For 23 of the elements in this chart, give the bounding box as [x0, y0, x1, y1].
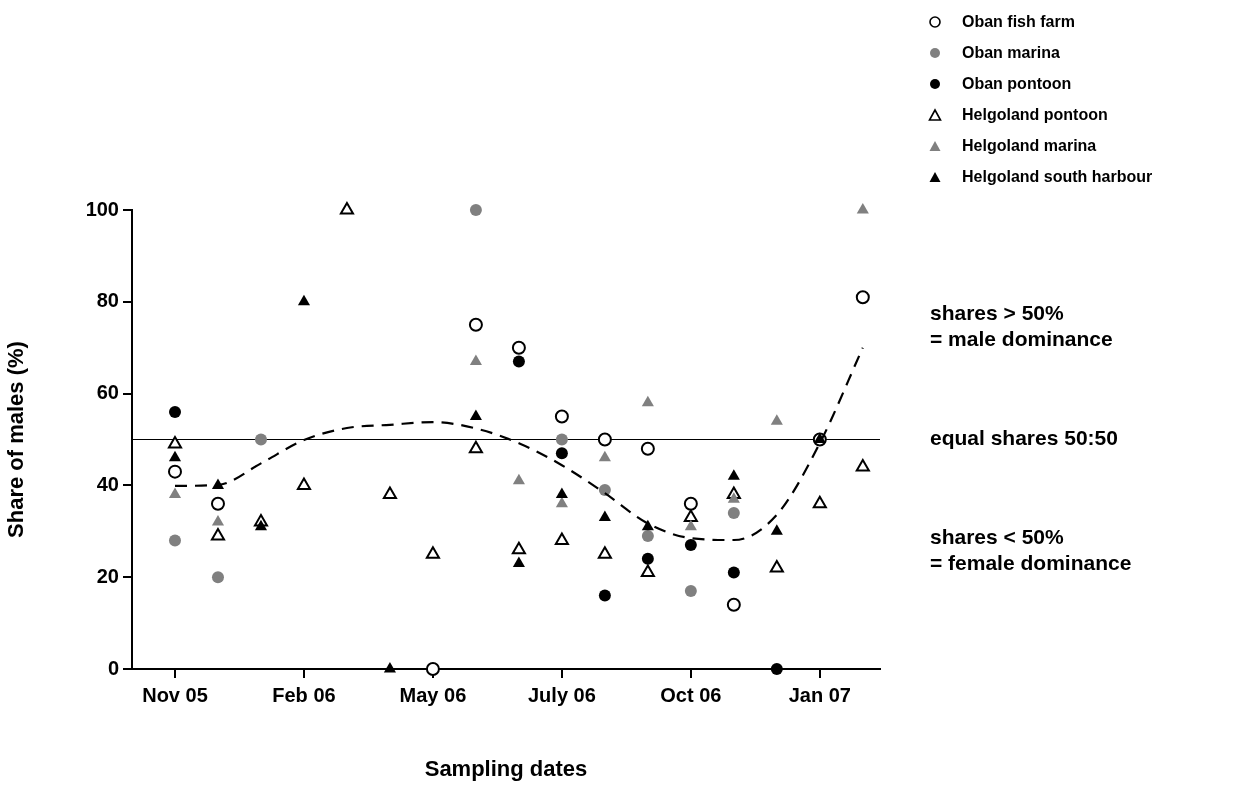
legend-label: Helgoland south harbour: [962, 167, 1153, 186]
y-tick-label: 100: [85, 197, 119, 220]
x-tick-label: Jan 07: [788, 683, 851, 706]
x-axis-title: Sampling dates: [424, 755, 588, 781]
text: shares > 50% = male dominance: [930, 301, 1113, 351]
legend-label: Oban pontoon: [962, 74, 1072, 93]
ref-line-label: equal shares 50:50: [930, 426, 1118, 450]
y-tick-label: 20: [96, 564, 119, 587]
text: shares < 50% = female dominance: [930, 525, 1132, 575]
x-tick-label: Oct 06: [660, 683, 722, 706]
legend-label: Helgoland pontoon: [962, 105, 1108, 124]
legend-label: Oban marina: [962, 43, 1060, 62]
legend-label: Helgoland marina: [962, 136, 1097, 155]
x-tick-label: May 06: [399, 683, 467, 706]
x-tick-label: Feb 06: [272, 683, 336, 706]
x-tick-label: Nov 05: [142, 683, 208, 706]
y-tick-label: 80: [96, 289, 119, 312]
x-tick-label: July 06: [527, 683, 596, 706]
y-tick-label: 0: [107, 656, 119, 679]
legend-label: Oban fish farm: [962, 12, 1075, 31]
y-tick-label: 60: [96, 381, 119, 404]
y-axis-title: Share of males (%): [3, 341, 29, 538]
y-tick-label: 40: [96, 472, 119, 495]
